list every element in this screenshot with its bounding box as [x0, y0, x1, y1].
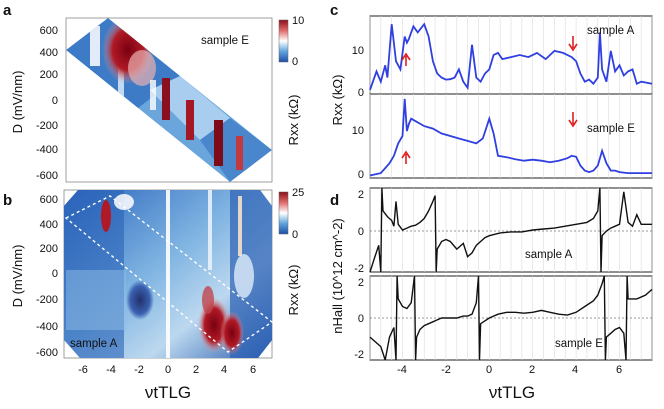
- panel-b-sample-label: sample A: [70, 338, 118, 350]
- panel-d-bottom-sample-label: sample E: [555, 338, 603, 350]
- panel-b-ytick: 200: [40, 243, 58, 255]
- panel-b-ytick: -200: [36, 294, 58, 306]
- panel-d-top-ytick: 0: [358, 226, 364, 238]
- panel-b-xtick: -6: [78, 364, 88, 376]
- panel-d-top-ytick: -2: [354, 263, 364, 275]
- panel-b-xtick: 6: [250, 364, 256, 376]
- panel-b-label: b: [3, 192, 12, 209]
- panel-d-top-sample-a-line: [369, 187, 652, 273]
- panel-b-xtick: 2: [193, 364, 199, 376]
- panel-c-bottom-down-arrow: [568, 112, 578, 128]
- panel-a-ytick: -600: [36, 170, 58, 182]
- panel-a-colorbar-max: 10: [292, 15, 304, 27]
- panel-d-xtick: 4: [572, 364, 578, 376]
- panel-a-ytick: -400: [36, 144, 58, 156]
- panel-d-label: d: [330, 192, 339, 209]
- panel-b-ytick: 600: [40, 194, 58, 206]
- panel-c-bottom-sample-e-line: [369, 98, 652, 177]
- panel-c-top-ytick: 0: [358, 87, 364, 99]
- panel-d-bottom-ytick: -2: [354, 349, 364, 361]
- panel-a-ytick: 0: [52, 95, 58, 107]
- panel-b-yticks: 600 400 200 0 -200 -400 -600: [36, 194, 58, 359]
- panel-a-ytick: -200: [36, 120, 58, 132]
- panel-d-bottom-ytick: 0: [358, 313, 364, 325]
- panel-c-top-sample-a-line: [369, 22, 653, 91]
- panel-c-top-plot: sample A 10 0: [352, 15, 653, 99]
- panel-b-ytick: -400: [36, 321, 58, 333]
- panel-c-top-ytick: 10: [352, 45, 364, 57]
- panel-a-colorbar-min: 0: [292, 56, 298, 68]
- panel-c-bottom-up-arrow: [401, 150, 411, 164]
- panel-c-label: c: [330, 2, 338, 19]
- panel-c-bottom-ytick: 0: [358, 169, 364, 181]
- panel-b-ytick: -600: [36, 347, 58, 359]
- panel-d-xtick: 2: [529, 364, 535, 376]
- panel-b-xtick: -4: [106, 364, 116, 376]
- panel-a-ytick: 200: [40, 69, 58, 81]
- panel-b-xtick: 0: [165, 364, 171, 376]
- panel-d-top-sample-label: sample A: [525, 249, 573, 261]
- panel-b-xticks: -6 -4 -2 0 2 4 6: [78, 364, 256, 376]
- panel-a-ylabel: D (mV/nm): [10, 71, 25, 134]
- panel-c-bottom-gridlines: [369, 94, 653, 178]
- panel-a-colorbar-gradient: [278, 19, 289, 63]
- panel-a-label: a: [3, 2, 12, 19]
- panel-b-colorbar-min: 0: [292, 229, 298, 241]
- panel-b-overlay-region: [64, 195, 274, 353]
- panel-d-bottom-ytick: 2: [358, 277, 364, 289]
- panel-d-xticks: -4 -2 0 2 4 6: [397, 364, 622, 376]
- panel-d-xtick: 6: [616, 364, 622, 376]
- panel-c-ylabel: Rxx (kΩ): [330, 75, 345, 126]
- panel-b-heatmap: sample A 600 400 200 0 -200 -400 -600 -6…: [10, 187, 304, 376]
- panel-a-ytick: 600: [40, 25, 58, 37]
- panel-d-ylabel: nHall (10^12 cm^-2): [330, 218, 345, 334]
- panel-b-colorbar: 25 0 Rxx (kΩ): [278, 187, 304, 316]
- panel-d-xlabel: νtTLG: [489, 383, 535, 402]
- panel-a-colorbar-label: Rxx (kΩ): [286, 95, 301, 146]
- panel-a-sample-label: sample E: [201, 35, 249, 47]
- panel-a-heatmap: sample E 600 400 200 0 -200 -400 -600 D …: [10, 15, 304, 183]
- panel-d-top-plot: sample A 2 0 -2: [354, 187, 653, 275]
- panel-a-ytick: 400: [40, 47, 58, 59]
- panel-d-xtick: -4: [397, 364, 407, 376]
- panel-b-colorbar-gradient: [278, 191, 289, 235]
- panel-b-colorbar-max: 25: [292, 187, 304, 199]
- panel-b-colorbar-label: Rxx (kΩ): [286, 265, 301, 316]
- panel-c-top-sample-label: sample A: [587, 25, 635, 37]
- panel-a-yticks: 600 400 200 0 -200 -400 -600: [36, 25, 58, 182]
- panel-d-bottom-plot: sample E 2 0 -2: [354, 275, 653, 361]
- panel-c-bottom-sample-label: sample E: [587, 123, 635, 135]
- panel-a-colorbar: 10 0 Rxx (kΩ): [278, 15, 304, 146]
- panel-d-top-ytick: 2: [358, 189, 364, 201]
- panel-c-bottom-plot: sample E 10 0: [352, 93, 653, 181]
- panel-c-bottom-ytick: 10: [352, 125, 364, 137]
- panel-b-xtick: -2: [134, 364, 144, 376]
- panel-d-bottom-sample-e-line: [369, 275, 653, 361]
- panel-b-ytick: 400: [40, 219, 58, 231]
- panel-d-xtick: 0: [486, 364, 492, 376]
- panel-b-ylabel: D (mV/nm): [10, 245, 25, 308]
- panel-b-xlabel: νtTLG: [145, 383, 191, 402]
- panel-b-ytick: 0: [52, 268, 58, 280]
- panel-c-top-up-arrow: [401, 52, 411, 66]
- panel-b-xtick: 4: [221, 364, 227, 376]
- panel-d-xtick: -2: [441, 364, 451, 376]
- panel-c-top-down-arrow: [568, 36, 578, 52]
